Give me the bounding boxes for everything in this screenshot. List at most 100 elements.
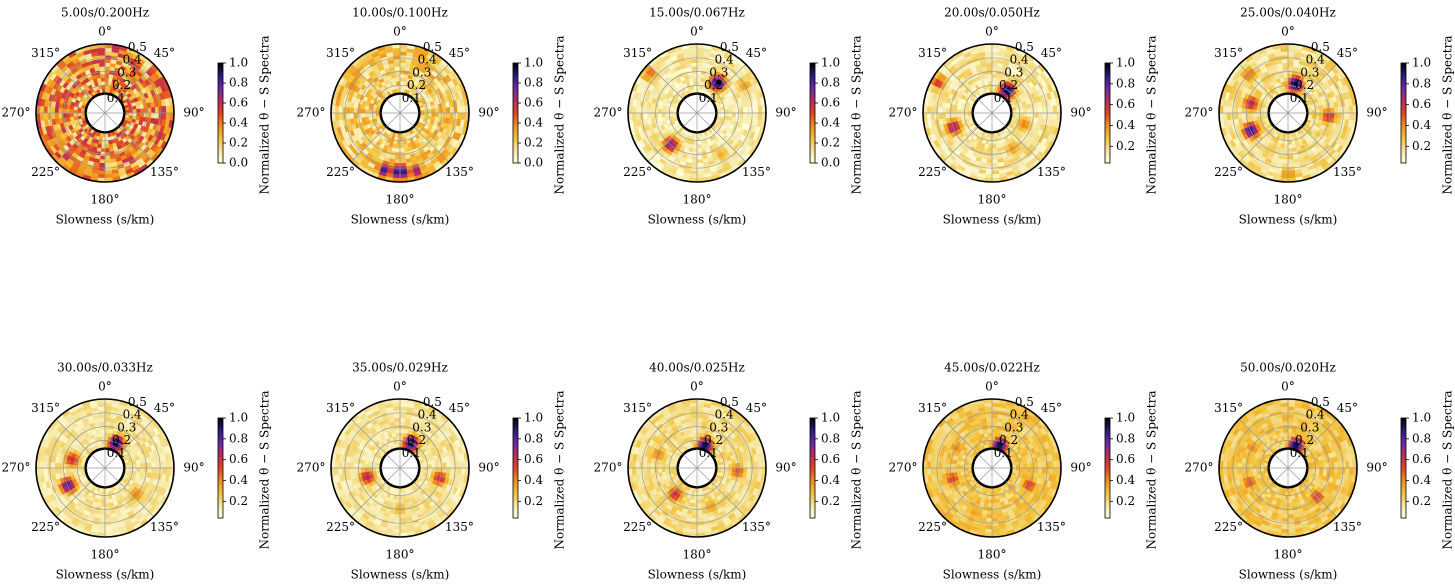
heatmap-cell — [399, 144, 405, 149]
heatmap-cell — [1287, 159, 1294, 164]
heatmap-cell — [628, 112, 633, 122]
heatmap-cell — [54, 107, 59, 114]
heatmap-cell — [57, 107, 63, 114]
heatmap-cell — [1248, 108, 1253, 114]
heatmap-cell — [991, 155, 998, 161]
heatmap-cell — [696, 155, 703, 161]
heatmap-cell — [80, 467, 85, 472]
heatmap-cell — [100, 73, 106, 78]
heatmap-cell — [987, 148, 993, 153]
heatmap-cell — [1240, 107, 1246, 114]
colorbar-tick-label: 1.0 — [821, 56, 840, 70]
angle-tick-label: 0° — [690, 25, 704, 39]
polar-frame — [627, 43, 767, 183]
heatmap-cell — [691, 62, 698, 67]
heatmap-cell — [649, 112, 655, 119]
heatmap-cell — [991, 177, 1001, 182]
heatmap-cell — [101, 88, 106, 93]
polar-frame — [922, 43, 1062, 183]
heatmap-cell — [1287, 62, 1294, 67]
heatmap-cell — [1334, 107, 1339, 114]
heatmap-cell — [101, 443, 106, 448]
colorbar — [1104, 62, 1111, 164]
heatmap-cell — [941, 107, 946, 114]
polar-frame — [330, 43, 470, 183]
angle-tick-label: 135° — [445, 165, 474, 179]
heatmap-cell — [1337, 106, 1343, 114]
heatmap-cell — [1034, 112, 1040, 119]
angular-gridline — [978, 99, 993, 114]
angular-gridline — [399, 99, 414, 114]
colorbar-label: Normalized θ − S Spectra — [258, 36, 272, 195]
heatmap-cell — [1056, 104, 1061, 114]
colorbar-tick-label: 0.4 — [229, 116, 248, 130]
heatmap-cell — [923, 112, 928, 122]
heatmap-cell — [399, 65, 406, 71]
heatmap-cell — [691, 159, 698, 164]
polar-panel: 0.10.20.30.40.50°45°90°135°180°225°270°3… — [889, 6, 1159, 227]
heatmap-cell — [732, 108, 737, 114]
radial-tick-label: 0.2 — [1295, 78, 1314, 92]
angle-tick-label: 315° — [326, 46, 355, 60]
heatmap-cell — [952, 108, 957, 114]
heatmap-cell — [446, 112, 451, 119]
angular-gridline — [696, 112, 711, 127]
heatmap-cell — [104, 73, 110, 78]
radial-tick-label: 0.2 — [999, 78, 1018, 92]
angle-tick-label: 180° — [978, 193, 1007, 207]
polar-frame — [35, 43, 175, 183]
radial-tick-label: 0.5 — [1311, 40, 1330, 54]
heatmap-cell — [991, 133, 996, 138]
heatmap-cell — [1041, 112, 1047, 120]
angle-tick-label: 45° — [154, 46, 175, 60]
heatmap-cell — [696, 62, 703, 67]
angular-gridline — [991, 99, 1006, 114]
angle-tick-label: 135° — [150, 165, 179, 179]
heatmap-cell — [65, 112, 70, 118]
heatmap-cell — [360, 112, 365, 118]
heatmap-cell — [80, 112, 85, 117]
heatmap-cell — [435, 108, 440, 114]
heatmap-cell — [1308, 109, 1313, 114]
angle-tick-label: 180° — [386, 193, 415, 207]
radial-tick-label: 0.1 — [107, 91, 126, 105]
heatmap-cell — [65, 108, 70, 114]
heatmap-cell — [991, 62, 998, 67]
heatmap-cell — [991, 148, 997, 153]
heatmap-cell — [1263, 112, 1268, 117]
heatmap-cell — [952, 112, 957, 118]
heatmap-cell — [1282, 62, 1289, 67]
heatmap-cell — [147, 107, 153, 114]
angle-tick-label: 315° — [623, 46, 652, 60]
heatmap-cell — [967, 112, 972, 117]
heatmap-cell — [1019, 109, 1025, 114]
heatmap-cell — [104, 140, 109, 146]
heatmap-cell — [104, 162, 112, 168]
heatmap-cell — [1233, 112, 1239, 120]
radial-tick-label: 0.2 — [704, 78, 723, 92]
heatmap-cell — [54, 112, 59, 119]
radial-tick-label: 0.2 — [112, 78, 131, 92]
heatmap-cell — [72, 112, 78, 117]
panel-title: 10.00s/0.100Hz — [352, 6, 448, 20]
heatmap-cell — [36, 112, 41, 122]
heatmap-cell — [696, 73, 702, 78]
x-axis-label: Slowness (s/km) — [351, 213, 450, 227]
heatmap-cell — [1237, 107, 1242, 114]
colorbar-label: Normalized θ − S Spectra — [1145, 36, 1159, 195]
radial-tick-label: 0.5 — [423, 40, 442, 54]
heatmap-cell — [393, 58, 401, 64]
heatmap-cell — [99, 65, 106, 71]
heatmap-cell — [991, 162, 999, 168]
heatmap-cell — [104, 177, 114, 182]
heatmap-cell — [104, 62, 111, 67]
heatmap-cell — [132, 109, 138, 114]
heatmap-cell — [696, 177, 706, 182]
heatmap-cell — [991, 140, 996, 146]
heatmap-cell — [1281, 162, 1289, 168]
angle-tick-label: 225° — [326, 165, 355, 179]
heatmap-cell — [393, 162, 401, 168]
heatmap-cell — [985, 162, 993, 168]
colorbar-label: Normalized θ − S Spectra — [553, 36, 567, 195]
heatmap-cell — [696, 159, 703, 164]
